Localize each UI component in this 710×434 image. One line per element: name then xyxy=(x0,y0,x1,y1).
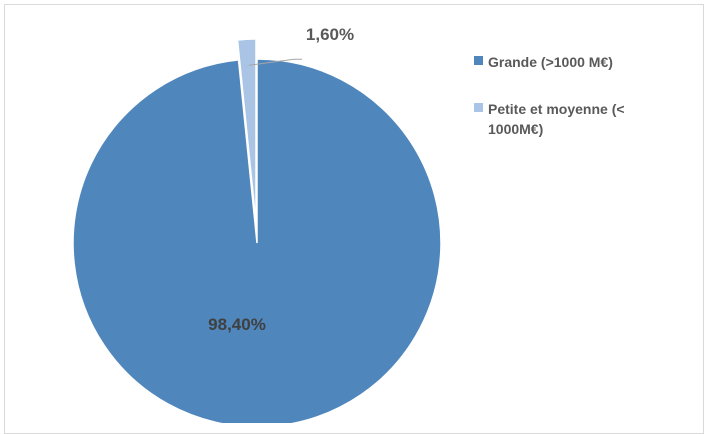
legend-label-grande-text: Grande (>1000 M€) xyxy=(488,54,613,70)
pie-chart: 98,40% 1,60% xyxy=(72,25,442,423)
legend-item-petite: Petite et moyenne (< 1000M€) xyxy=(474,99,674,139)
legend-swatch-petite xyxy=(474,103,483,112)
legend-swatch-grande xyxy=(474,56,483,65)
legend-item-grande: Grande (>1000 M€) xyxy=(474,52,674,72)
data-label-grande: 98,40% xyxy=(208,315,266,334)
legend-label-petite: Petite et moyenne (< 1000M€) xyxy=(488,99,625,139)
data-label-petite: 1,60% xyxy=(306,25,354,44)
pie-slice-grande xyxy=(72,58,442,423)
legend-label-petite-line1: Petite et moyenne (< xyxy=(488,101,625,117)
pie-slices xyxy=(72,38,442,423)
pie-slice-petite xyxy=(236,38,257,224)
pie-labels: 98,40% 1,60% xyxy=(208,25,354,334)
chart-legend: Grande (>1000 M€) Petite et moyenne (< 1… xyxy=(474,52,674,166)
legend-label-grande: Grande (>1000 M€) xyxy=(488,52,613,72)
leader-line-petite xyxy=(248,58,302,66)
legend-label-petite-line2: 1000M€) xyxy=(488,121,544,137)
chart-container: 98,40% 1,60% Grande (>1000 M€) Petite et … xyxy=(4,4,704,434)
